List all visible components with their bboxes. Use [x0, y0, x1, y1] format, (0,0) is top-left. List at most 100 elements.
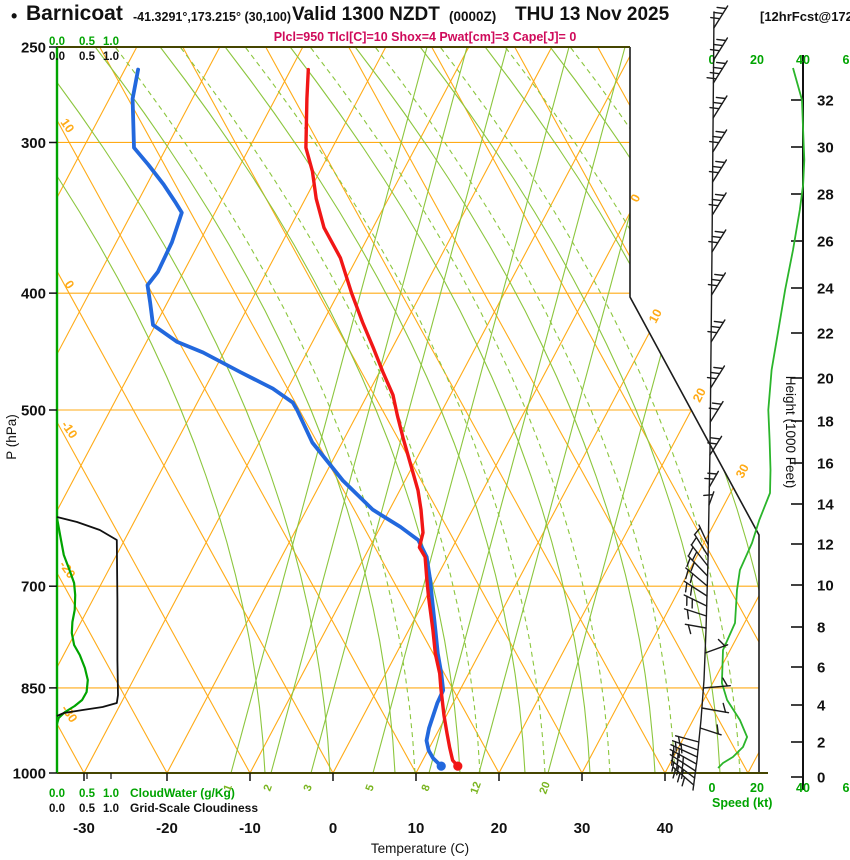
cloud-scales: 0.0 0.0 0.0 0.0 0.5 0.5 0.5 0.5 1.0 1.0 1.0 1.0 Clou… — [49, 36, 258, 815]
wind-barb — [671, 740, 699, 751]
plot-right-boundary — [629, 47, 760, 773]
wind-barb — [683, 608, 708, 617]
wind-barb-feather — [710, 278, 722, 282]
temperature-tick-label: 10 — [408, 820, 425, 837]
wind-barb-feather — [688, 546, 694, 556]
forecast-run-info: [12hrFcst@1727z] — [760, 9, 850, 24]
moist-adiabat-dashed — [439, 47, 741, 773]
cloudiness-scale-top: 1.0 — [103, 51, 119, 63]
wind-barb — [710, 272, 727, 296]
wind-barb-feather — [686, 609, 690, 620]
wind-barb — [711, 229, 727, 253]
pressure-tick-label: 500 — [21, 403, 46, 420]
temperature-tick-label: 20 — [491, 820, 508, 837]
wind-barb-feather — [691, 551, 698, 561]
wind-barb — [712, 37, 729, 61]
temperature-tick-label: 30 — [574, 820, 591, 837]
height-tick-label: 8 — [817, 620, 825, 637]
isotherm-line — [166, 47, 553, 773]
wind-barb-feather — [714, 230, 725, 234]
cloudwater-profile — [55, 517, 89, 725]
wind-barb-feather — [713, 320, 724, 324]
wind-barb-feather — [708, 170, 720, 174]
wind-barb-feather — [687, 624, 692, 635]
wind-barb — [672, 766, 695, 786]
cloudiness-scale-bottom: 0.0 — [49, 803, 65, 815]
moist-adiabat-line — [289, 47, 591, 773]
wind-barb-feather — [686, 557, 691, 568]
wind-barb-feather — [704, 477, 715, 480]
wind-barb-feather — [709, 48, 721, 52]
temperature-axis: -30 -20 -10 0 10 20 30 40 Temperature (C) — [73, 773, 673, 856]
cloudiness-title: Grid-Scale Cloudiness — [130, 801, 258, 815]
wind-barb — [687, 555, 709, 577]
wind-barb-feather — [713, 366, 724, 370]
wind-barb-feather — [708, 240, 719, 244]
mixing-ratio-label: 20 — [537, 780, 552, 796]
wind-barb-feather — [676, 772, 681, 783]
height-tick-label: 14 — [817, 497, 834, 514]
height-tick-label: 10 — [817, 578, 834, 595]
pressure-tick-label: 250 — [21, 40, 46, 57]
wind-barb — [712, 95, 728, 119]
dewpoint-surface-dot — [436, 761, 446, 771]
wind-barb-feather — [709, 140, 720, 144]
wind-barb-feather — [716, 6, 727, 10]
wind-barb-feather — [680, 768, 685, 780]
wind-barb-feather — [714, 273, 725, 277]
wind-barb — [709, 365, 726, 389]
mixing-ratio-line — [230, 47, 428, 773]
cloudiness-scale-top: 0.0 — [49, 51, 65, 63]
wind-barb-feather — [712, 66, 724, 70]
wind-barb-feather — [711, 402, 723, 405]
dry-adiabat-label: -10 — [58, 418, 80, 441]
height-tick-label: 24 — [817, 281, 834, 298]
isotherm-label: 10 — [646, 307, 665, 326]
height-tick-label: 26 — [817, 234, 834, 251]
mixing-ratio-label: 5 — [363, 783, 376, 793]
temperature-surface-dot — [453, 761, 463, 771]
moist-adiabat-line — [94, 47, 396, 773]
moist-adiabat-dashed — [309, 47, 611, 773]
wind-barb-feather — [707, 472, 718, 475]
wind-barb — [711, 159, 728, 183]
wind-barb-feather — [709, 371, 721, 375]
dry-adiabat-line — [57, 47, 251, 773]
wind-barb-feather — [714, 193, 726, 197]
height-tick-label: 30 — [817, 140, 834, 157]
wind-barb — [674, 735, 700, 743]
pressure-axis-title: P (hPa) — [4, 414, 19, 460]
station-name: Barnicoat — [26, 2, 123, 25]
wind-barb-feather — [707, 330, 718, 334]
isotherm-label: 20 — [690, 386, 709, 405]
wind-barb — [711, 192, 727, 216]
cloudiness-profile — [56, 516, 119, 717]
wind-barb-feather — [708, 203, 719, 207]
wind-barb-feather — [711, 165, 723, 169]
wind-barb-feather — [690, 561, 696, 572]
cloudwater-title: CloudWater (g/Kg) — [130, 786, 235, 800]
wind-barb-feather — [707, 442, 718, 445]
wind-barb-feather — [712, 101, 723, 105]
moist-adiabat-line — [159, 47, 461, 773]
wind-barb-feather — [693, 527, 701, 536]
speed-tick-label-bottom: 20 — [750, 781, 764, 795]
valid-date: THU 13 Nov 2025 — [515, 4, 670, 25]
wind-barb-feather — [710, 437, 721, 440]
cloudwater-scale-bottom: 1.0 — [103, 788, 119, 800]
wind-barb-feather — [672, 768, 677, 779]
wind-barb — [702, 684, 731, 689]
pressure-tick-label: 400 — [21, 286, 46, 303]
isotherm-line — [83, 47, 470, 773]
wind-barb-feather — [722, 702, 727, 713]
cloudiness-scale-bottom: 1.0 — [103, 803, 119, 815]
moist-adiabat-dashed — [374, 47, 676, 773]
isotherm-line — [57, 47, 138, 773]
wind-barb-feather — [703, 493, 714, 497]
isotherm-line — [581, 47, 759, 773]
mixing-ratio-label: 12 — [468, 780, 483, 796]
cloudiness-scale-top: 0.5 — [79, 51, 96, 63]
wind-barb-feather — [706, 76, 717, 80]
speed-tick-label-bottom: 0 — [709, 781, 716, 795]
